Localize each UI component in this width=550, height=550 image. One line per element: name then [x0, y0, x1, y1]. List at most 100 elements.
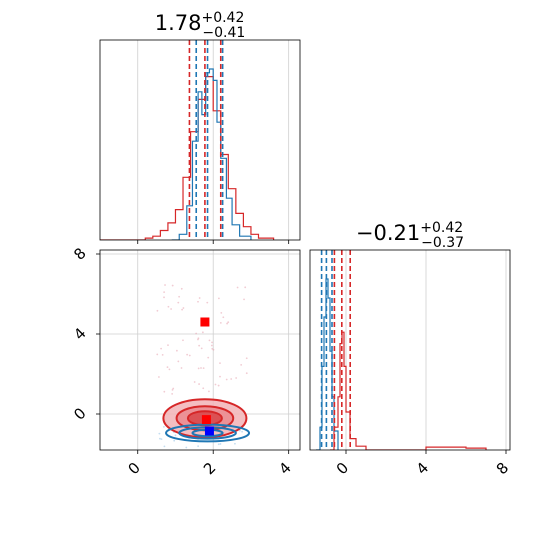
sample-point: [217, 384, 220, 387]
sample-point: [245, 357, 248, 360]
sample-point: [180, 367, 183, 369]
sample-point: [182, 307, 185, 309]
sample-point: [244, 286, 247, 289]
sample-point: [212, 348, 215, 351]
sample-point: [166, 366, 169, 369]
x-tick-label: 4: [413, 459, 432, 478]
sample-point: [207, 356, 210, 359]
sample-point: [161, 353, 164, 356]
truth-marker: [201, 415, 211, 425]
sample-point: [193, 381, 196, 383]
sample-point: [226, 322, 229, 325]
sample-point: [174, 434, 177, 437]
sample-point: [160, 347, 162, 350]
sample-point: [173, 439, 176, 442]
sample-point: [201, 331, 204, 334]
sample-point: [235, 377, 238, 379]
sample-point: [197, 300, 199, 303]
sample-point: [159, 437, 161, 440]
x-tick-label: 0: [333, 459, 352, 478]
sample-point: [164, 284, 166, 286]
sample-point: [163, 296, 165, 299]
x-tick-label: 0: [124, 459, 143, 478]
x-tick-label: 2: [200, 459, 219, 478]
sample-point: [236, 286, 239, 289]
sample-point: [185, 446, 188, 449]
sample-point: [171, 388, 174, 391]
sample-point: [180, 287, 183, 290]
sample-point: [208, 339, 211, 342]
sample-point: [156, 309, 159, 312]
sample-point: [158, 432, 161, 435]
sample-point: [200, 367, 202, 369]
sample-point: [243, 298, 245, 301]
sample-point: [219, 443, 222, 445]
sample-point: [214, 383, 217, 386]
param2-title: −0.21+0.42 −0.37: [356, 220, 464, 251]
marginal-panel-param1: 1.78+0.42 −0.41: [99, 10, 301, 244]
sample-point: [222, 316, 225, 319]
sample-point: [208, 390, 210, 393]
sample-point: [177, 360, 180, 363]
marginal-panel-param2: 0 4 8 −0.21+0.42 −0.37: [309, 220, 512, 478]
sample-point: [197, 338, 199, 341]
sample-point: [211, 341, 213, 344]
sample-point: [198, 344, 201, 347]
param1-title: 1.78+0.42 −0.41: [155, 10, 246, 41]
sample-point: [168, 368, 171, 371]
sample-point: [219, 375, 221, 378]
blue-contour-level: [165, 423, 251, 443]
sample-point: [219, 321, 222, 324]
y-tick-label: 8: [70, 244, 89, 263]
y-tick-label: 0: [70, 404, 89, 423]
sample-point: [220, 312, 223, 314]
sample-point: [171, 284, 174, 287]
panel-frame: [309, 249, 511, 451]
sample-point: [198, 297, 201, 299]
param1-hist-series: [171, 68, 252, 240]
joint-panel: 0 2 4 0 4 8: [70, 244, 301, 478]
sample-point: [176, 349, 178, 352]
sample-point: [206, 301, 209, 304]
sample-point: [211, 347, 214, 350]
sample-point: [182, 339, 184, 342]
panel-frame: [99, 249, 301, 451]
sample-point: [241, 430, 244, 433]
sample-point: [202, 387, 205, 390]
sample-point: [219, 362, 221, 365]
sample-point: [167, 305, 170, 308]
sample-point: [186, 353, 189, 356]
sample-point: [234, 442, 236, 445]
sample-point: [163, 445, 166, 448]
sample-point: [217, 297, 220, 300]
sample-point: [240, 364, 243, 366]
y-tick-label: 4: [70, 324, 89, 343]
sample-point: [181, 308, 184, 311]
x-tick-label: 8: [493, 459, 512, 478]
sample-point: [225, 378, 228, 381]
sample-point: [160, 438, 163, 441]
sample-point: [198, 383, 200, 385]
sample-point: [227, 321, 230, 324]
sample-point: [195, 332, 198, 335]
sample-point: [245, 372, 248, 375]
sample-point: [178, 295, 181, 298]
sample-point: [197, 367, 200, 370]
sample-point: [230, 378, 233, 380]
param2-hist-series: [330, 331, 487, 450]
truth-marker: [200, 317, 210, 327]
panel-frame: [99, 39, 301, 241]
sample-point: [167, 344, 169, 347]
sample-point: [171, 393, 174, 395]
sample-point: [217, 443, 220, 446]
sample-point: [200, 347, 203, 350]
sample-point: [163, 291, 166, 294]
truth-marker: [204, 426, 214, 436]
x-tick-label: 4: [275, 459, 294, 478]
sample-point: [177, 301, 180, 304]
sample-point: [238, 429, 241, 432]
sample-point: [156, 353, 159, 356]
sample-point: [188, 354, 191, 357]
sample-point: [197, 445, 200, 448]
